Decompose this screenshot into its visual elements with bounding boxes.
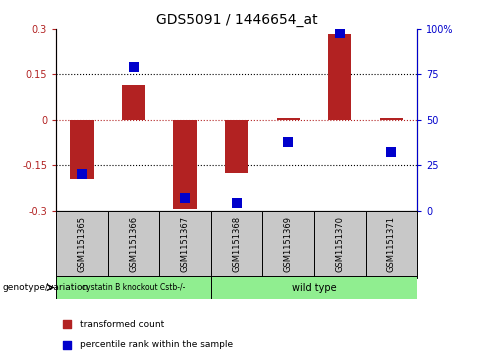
Point [233,200,241,206]
Text: GSM1151371: GSM1151371 [387,216,396,272]
Bar [225,120,248,173]
Bar [211,276,417,299]
Text: GSM1151370: GSM1151370 [335,216,345,272]
Point [130,64,138,70]
Point [336,30,344,36]
Bar [263,211,314,278]
Text: GSM1151369: GSM1151369 [284,216,293,272]
Bar [380,118,403,120]
Text: GSM1151368: GSM1151368 [232,216,241,272]
Point [285,139,292,144]
Bar [277,118,300,120]
Bar [122,85,145,120]
Bar [108,211,159,278]
Text: genotype/variation: genotype/variation [2,283,89,292]
Text: cystatin B knockout Cstb-/-: cystatin B knockout Cstb-/- [82,283,185,292]
Text: GSM1151367: GSM1151367 [181,216,190,272]
Bar [314,211,366,278]
Point [387,150,395,155]
Bar [366,211,417,278]
Bar [159,211,211,278]
Bar [328,34,351,120]
Text: transformed count: transformed count [80,320,164,329]
Bar [56,276,211,299]
Text: GSM1151366: GSM1151366 [129,216,138,272]
Text: wild type: wild type [292,283,336,293]
Point [331,232,339,238]
Bar [211,211,263,278]
Bar [70,120,94,179]
Title: GDS5091 / 1446654_at: GDS5091 / 1446654_at [156,13,318,26]
Point [181,195,189,201]
Text: percentile rank within the sample: percentile rank within the sample [80,340,233,349]
Bar [174,120,197,209]
Point [78,171,86,177]
Bar [56,211,108,278]
Point [331,46,339,52]
Text: GSM1151365: GSM1151365 [78,216,86,272]
